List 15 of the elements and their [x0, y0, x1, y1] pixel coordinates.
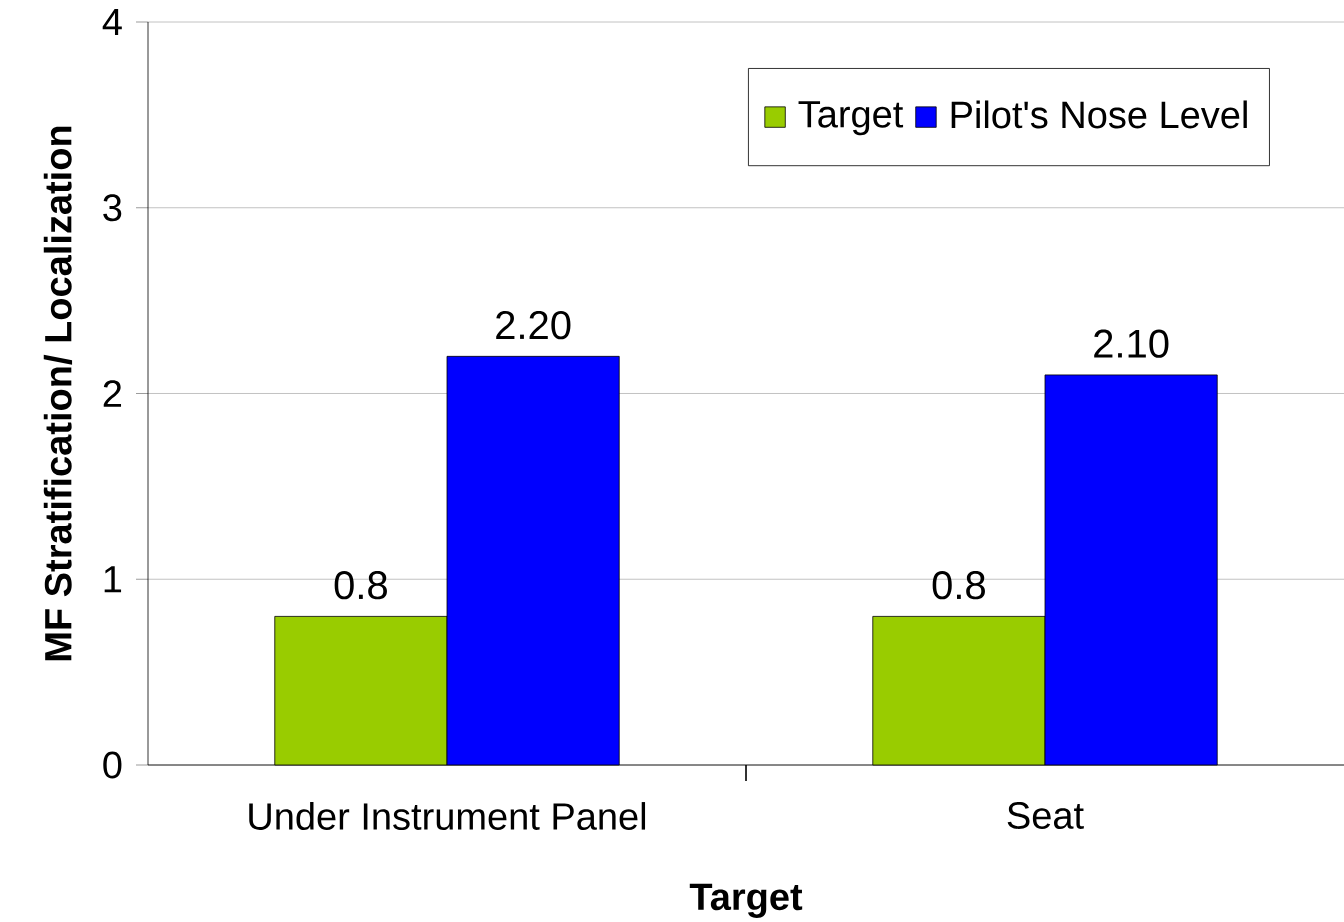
- y-tick-label: 0: [103, 751, 122, 779]
- legend-label: Pilot's Nose Level: [951, 100, 1247, 129]
- y-tick-label: 4: [102, 8, 122, 36]
- legend-label: Target: [798, 101, 904, 136]
- x-axis-title: Target: [689, 883, 803, 918]
- data-label: 2.20: [496, 310, 571, 340]
- x-tick-label: Under Instrument Panel: [249, 802, 646, 830]
- y-axis-title: MF Stratification/ Localization: [43, 126, 73, 661]
- data-label: 2.10: [1094, 329, 1169, 358]
- x-tick-label: Seat: [1007, 802, 1084, 829]
- data-label: 0.8: [334, 571, 387, 600]
- data-label: 0.8: [932, 571, 985, 600]
- y-tick-label: 1: [104, 566, 122, 593]
- y-tick-label: 2: [103, 380, 122, 407]
- y-tick-label: 3: [103, 194, 122, 222]
